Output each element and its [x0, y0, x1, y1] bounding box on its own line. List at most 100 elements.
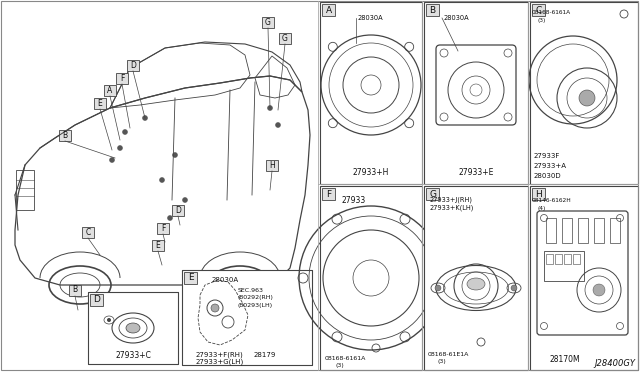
Bar: [532, 188, 545, 200]
Text: E: E: [188, 273, 193, 282]
Circle shape: [579, 90, 595, 106]
Bar: [16, 170, 34, 210]
Bar: [424, 186, 528, 370]
Text: D: D: [93, 295, 100, 305]
Text: (4): (4): [538, 205, 547, 211]
Circle shape: [211, 304, 219, 312]
Circle shape: [159, 177, 164, 183]
Text: 27933+H: 27933+H: [353, 167, 389, 176]
Text: 08168-6161A: 08168-6161A: [532, 10, 571, 15]
Bar: [69, 285, 81, 295]
Text: 28030A: 28030A: [358, 15, 383, 21]
Text: 28170M: 28170M: [550, 356, 580, 365]
Bar: [279, 32, 291, 44]
Bar: [610, 218, 620, 243]
Bar: [59, 129, 71, 141]
Text: 28030D: 28030D: [534, 173, 562, 179]
Circle shape: [168, 215, 173, 221]
Text: 27933+E: 27933+E: [458, 167, 493, 176]
Text: (80293(LH): (80293(LH): [238, 304, 273, 308]
Text: 27933F: 27933F: [534, 153, 561, 159]
Text: 27933+F(RH): 27933+F(RH): [196, 352, 244, 358]
Text: C: C: [85, 228, 91, 237]
Bar: [555, 254, 562, 264]
Bar: [182, 270, 312, 365]
Bar: [546, 218, 556, 243]
Text: C: C: [536, 6, 541, 15]
Circle shape: [173, 153, 177, 157]
Text: G: G: [265, 17, 271, 26]
Bar: [424, 2, 528, 184]
Bar: [578, 218, 588, 243]
Bar: [157, 222, 169, 234]
Text: (80292(RH): (80292(RH): [238, 295, 274, 301]
Text: G: G: [282, 33, 288, 42]
Bar: [530, 2, 638, 184]
Bar: [320, 186, 422, 370]
Text: (3): (3): [438, 359, 447, 365]
Circle shape: [593, 284, 605, 296]
Text: B: B: [63, 131, 68, 140]
Text: J28400GY: J28400GY: [594, 359, 635, 368]
Text: F: F: [120, 74, 124, 83]
Text: A: A: [108, 86, 113, 94]
Bar: [172, 205, 184, 215]
Bar: [184, 272, 197, 284]
Text: 27933+K(LH): 27933+K(LH): [430, 205, 474, 211]
Bar: [530, 186, 638, 370]
Text: B: B: [72, 285, 77, 295]
Text: E: E: [156, 241, 161, 250]
Bar: [90, 294, 103, 306]
Bar: [104, 84, 116, 96]
Text: F: F: [161, 224, 165, 232]
Bar: [562, 218, 572, 243]
Bar: [88, 292, 178, 364]
Text: 28179: 28179: [254, 352, 276, 358]
Text: 27933+A: 27933+A: [534, 163, 567, 169]
Bar: [426, 4, 439, 16]
Text: (3): (3): [335, 362, 344, 368]
Ellipse shape: [126, 323, 140, 333]
Bar: [94, 97, 106, 109]
Text: F: F: [326, 189, 331, 199]
Bar: [266, 160, 278, 170]
Circle shape: [122, 129, 127, 135]
Circle shape: [268, 106, 273, 110]
Text: 28030A: 28030A: [444, 15, 470, 21]
Text: H: H: [269, 160, 275, 170]
Bar: [182, 270, 312, 365]
Text: D: D: [130, 61, 136, 70]
Bar: [127, 60, 139, 71]
Bar: [82, 227, 94, 237]
Circle shape: [275, 122, 280, 128]
Ellipse shape: [467, 278, 485, 290]
Bar: [116, 73, 128, 83]
Text: (3): (3): [538, 17, 547, 22]
Bar: [88, 292, 178, 364]
Text: H: H: [535, 189, 542, 199]
Bar: [322, 188, 335, 200]
Circle shape: [118, 145, 122, 151]
Text: SEC.963: SEC.963: [238, 288, 264, 292]
Circle shape: [435, 285, 441, 291]
Text: 27933: 27933: [342, 196, 366, 205]
Bar: [322, 4, 335, 16]
Bar: [426, 188, 439, 200]
Text: 27933+C: 27933+C: [115, 350, 151, 359]
Text: 08146-6162H: 08146-6162H: [532, 198, 572, 202]
Text: G: G: [429, 189, 436, 199]
Text: A: A: [325, 6, 332, 15]
Text: 27933+G(LH): 27933+G(LH): [196, 359, 244, 365]
Bar: [152, 240, 164, 250]
Bar: [546, 254, 553, 264]
Bar: [544, 251, 584, 281]
Text: 08168-61E1A: 08168-61E1A: [428, 352, 469, 356]
Text: E: E: [98, 99, 102, 108]
Circle shape: [143, 115, 147, 121]
Text: D: D: [175, 205, 181, 215]
Bar: [594, 218, 604, 243]
Circle shape: [182, 198, 188, 202]
Circle shape: [107, 318, 111, 322]
Text: B: B: [429, 6, 436, 15]
Bar: [262, 16, 274, 28]
